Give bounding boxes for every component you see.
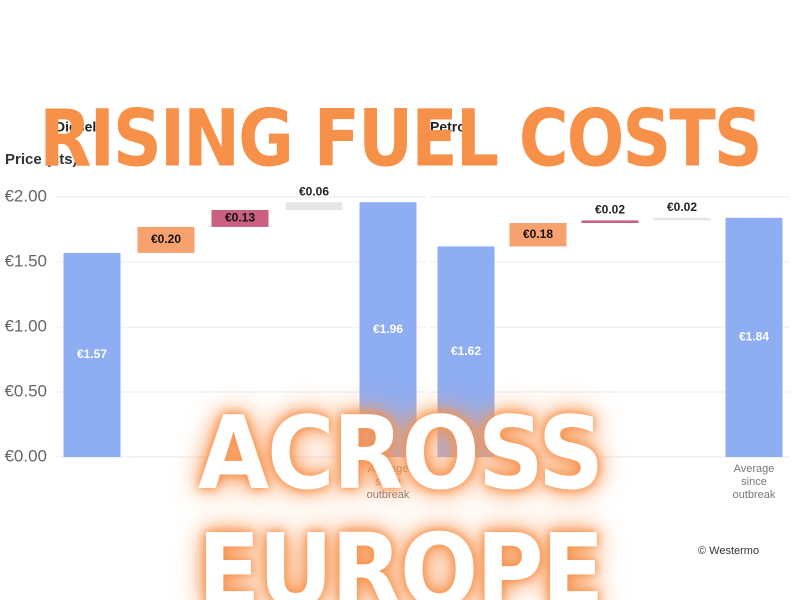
x-tick-label: Average since outbreak bbox=[732, 463, 776, 501]
y-tick-label: €2.00 bbox=[4, 186, 47, 205]
headline: RISING FUEL COSTS bbox=[39, 94, 763, 185]
value-label: €0.02 bbox=[667, 200, 697, 214]
value-label: €1.84 bbox=[739, 330, 769, 344]
bar bbox=[653, 217, 711, 221]
value-label: €0.02 bbox=[595, 203, 625, 217]
y-tick-label: €1.50 bbox=[4, 251, 47, 270]
bar bbox=[285, 202, 343, 210]
value-label: €0.06 bbox=[299, 184, 329, 198]
chart-title: Diesel bbox=[55, 119, 96, 135]
bar bbox=[359, 202, 417, 457]
value-label: €1.96 bbox=[373, 322, 403, 336]
value-label: €1.62 bbox=[451, 344, 481, 358]
y-axis-label: Price (cts) bbox=[5, 151, 78, 168]
bar bbox=[63, 252, 121, 457]
bar bbox=[211, 210, 269, 227]
value-label: €0.18 bbox=[523, 227, 553, 241]
chart-title: Petrol bbox=[430, 119, 470, 135]
y-tick-label: €0.50 bbox=[4, 381, 47, 400]
bar bbox=[581, 220, 639, 223]
value-label: €0.13 bbox=[225, 211, 255, 225]
bar bbox=[725, 217, 783, 457]
subheadline: ACROSS EUROPE bbox=[197, 394, 605, 600]
value-label: €1.57 bbox=[77, 347, 107, 361]
value-label: €0.20 bbox=[151, 232, 181, 246]
y-tick-label: €1.00 bbox=[4, 316, 47, 335]
y-tick-label: €0.00 bbox=[4, 446, 47, 465]
x-tick-label: Average since outbreak bbox=[366, 463, 410, 501]
bar bbox=[137, 226, 195, 253]
credit: © Westermo bbox=[698, 545, 760, 557]
bar bbox=[437, 246, 495, 457]
bar bbox=[509, 223, 567, 247]
